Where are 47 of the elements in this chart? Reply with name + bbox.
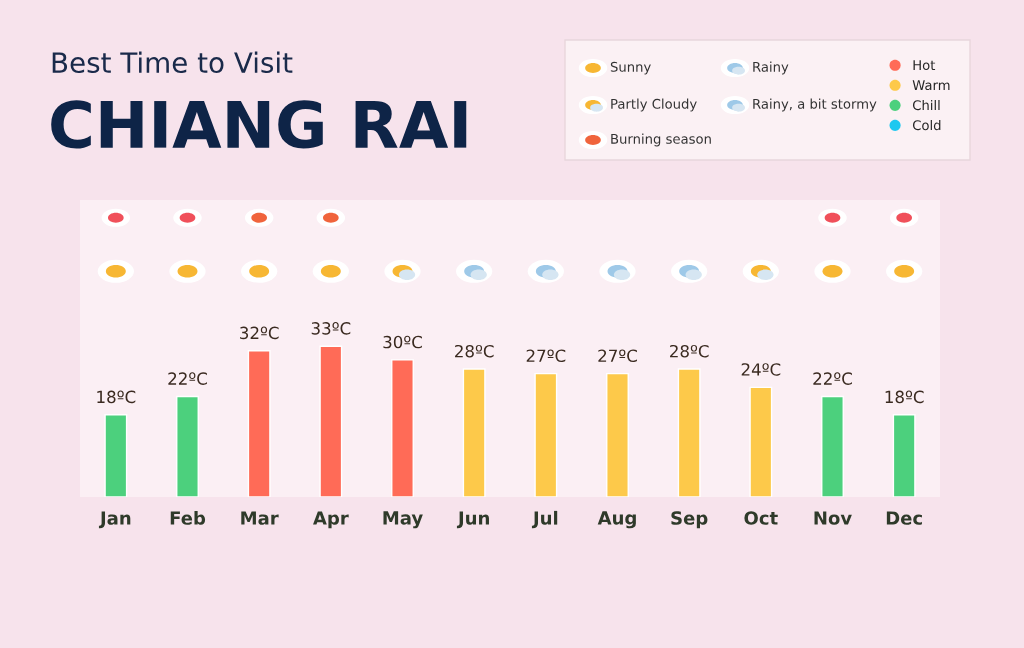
data-label: 27ºC — [598, 349, 637, 363]
bar — [176, 395, 199, 497]
bar — [319, 345, 343, 497]
bar — [391, 359, 414, 497]
data-label: 32ºC — [240, 326, 279, 340]
bar — [462, 368, 486, 497]
x-tick-label: Mar — [241, 511, 279, 525]
legend-label: Warm — [912, 80, 950, 91]
bar — [749, 386, 773, 497]
x-tick-label: Jan — [98, 511, 131, 529]
data-label: 33ºC — [311, 322, 351, 335]
x-tick-label: Nov — [814, 511, 852, 525]
legend-label: Chill — [912, 99, 940, 111]
bar — [247, 350, 271, 497]
chart-title: CHIANG RAI — [51, 100, 467, 149]
bar — [104, 414, 128, 497]
data-label: 22ºC — [813, 372, 852, 385]
x-tick-label: Dec — [886, 511, 922, 525]
text: Burning season — [611, 133, 711, 147]
data-label: 28ºC — [455, 344, 494, 358]
data-label: 22ºC — [168, 372, 207, 385]
x-tick-label: Jun — [456, 511, 489, 529]
x-tick-label: Apr — [313, 511, 349, 529]
bar — [892, 414, 916, 497]
text: Partly Cloudy — [611, 98, 697, 112]
data-label: 28ºC — [670, 344, 709, 358]
x-tick-label: Feb — [170, 510, 206, 525]
legend-label: Hot — [913, 60, 936, 71]
bar — [821, 395, 844, 497]
data-label: 18ºC — [97, 390, 136, 404]
data-label: 30ºC — [383, 335, 422, 349]
x-tick-label: Jul — [531, 510, 558, 529]
text: Rainy, a bit stormy — [753, 98, 877, 112]
chart-subtitle: Best Time to Visit — [52, 51, 293, 74]
data-label: 27ºC — [526, 349, 566, 363]
legend-label: Cold — [912, 119, 941, 131]
bar — [606, 372, 629, 497]
x-tick-label: Sep — [671, 511, 708, 529]
data-label: 18ºC — [885, 390, 924, 404]
text: Rainy — [753, 61, 789, 75]
bar — [534, 372, 558, 497]
x-tick-label: Oct — [744, 511, 778, 525]
text: Sunny — [610, 61, 651, 75]
data-label: 24ºC — [741, 363, 781, 376]
x-tick-label: May — [383, 511, 423, 529]
x-tick-label: Aug — [597, 511, 636, 529]
bar — [677, 368, 701, 497]
